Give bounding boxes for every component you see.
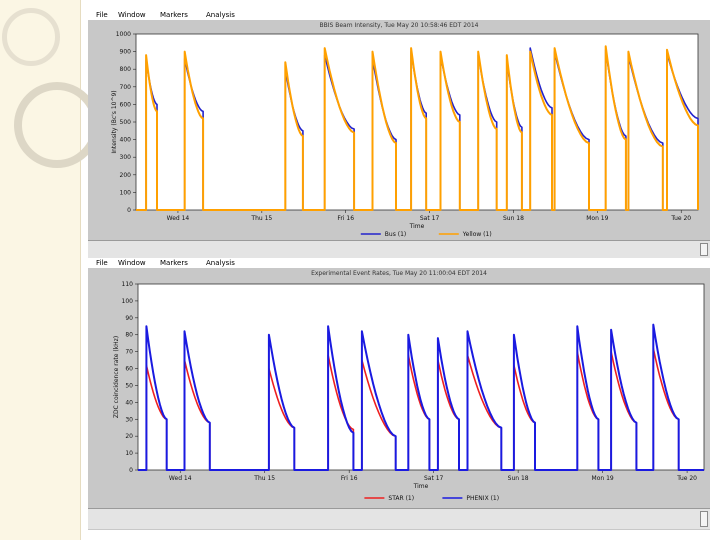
- x-tick-label: Sat 17: [424, 475, 444, 482]
- y-tick-label: 0: [127, 207, 131, 214]
- y-tick-label: 10: [125, 450, 133, 457]
- menu-bar: File Window Markers Analysis: [88, 258, 710, 268]
- y-tick-label: 60: [125, 366, 133, 373]
- y-tick-label: 110: [122, 281, 134, 288]
- menu-window[interactable]: Window: [118, 259, 146, 267]
- x-axis-label: Time: [413, 483, 429, 490]
- menu-bar: File Window Markers Analysis: [88, 10, 710, 20]
- x-tick-label: Mon 19: [592, 475, 614, 482]
- y-tick-label: 800: [120, 66, 132, 73]
- x-tick-label: Wed 14: [167, 215, 190, 222]
- x-tick-label: Tue 20: [676, 475, 697, 482]
- y-tick-label: 90: [125, 315, 133, 322]
- legend-entry: PHENIX (1): [466, 495, 499, 502]
- y-tick-label: 900: [120, 49, 132, 56]
- plot-area: [137, 283, 705, 471]
- y-tick-label: 600: [120, 101, 132, 108]
- y-tick-label: 0: [129, 467, 133, 474]
- slide-decoration-strip: [0, 0, 81, 540]
- event-rates-chart: 0 10 20 30 40 50 60 70 80 90 100 110 Wed 14 Thu 15 Fri…: [113, 281, 705, 502]
- chart-title: Experimental Event Rates, Tue May 20 11:…: [311, 270, 487, 277]
- y-tick-label: 40: [125, 399, 133, 406]
- y-axis-label: ZDC coincidence rate (kHz): [113, 336, 120, 418]
- x-tick-label: Fri 16: [337, 215, 354, 222]
- legend-entry: Bus (1): [385, 231, 406, 238]
- horizontal-scrollbar[interactable]: [88, 240, 710, 258]
- menu-markers[interactable]: Markers: [160, 259, 188, 267]
- y-tick-label: 100: [120, 189, 132, 196]
- menu-analysis[interactable]: Analysis: [206, 259, 235, 267]
- x-tick-label: Sat 17: [420, 215, 440, 222]
- legend-entry: Yellow (1): [462, 231, 492, 238]
- x-tick-label: Fri 16: [341, 475, 358, 482]
- y-tick-label: 700: [120, 84, 132, 91]
- beam-intensity-window: File Window Markers Analysis BBIS Beam I…: [88, 10, 710, 258]
- event-rates-window: File Window Markers Analysis Experimenta…: [88, 258, 710, 530]
- x-tick-label: Mon 19: [586, 215, 608, 222]
- x-tick-label: Tue 20: [670, 215, 691, 222]
- y-tick-label: 30: [125, 416, 133, 423]
- series-line-1: [136, 45, 699, 211]
- x-tick-label: Sun 18: [508, 475, 529, 482]
- menu-file[interactable]: File: [96, 259, 108, 267]
- x-tick-label: Thu 15: [253, 475, 275, 482]
- legend-entry: STAR (1): [388, 495, 414, 502]
- scroll-thumb[interactable]: [700, 243, 708, 256]
- x-tick-label: Wed 14: [169, 475, 192, 482]
- y-tick-label: 500: [120, 119, 132, 126]
- y-tick-label: 400: [120, 137, 132, 144]
- y-tick-label: 1000: [116, 31, 131, 38]
- chart-title: BBIS Beam Intensity, Tue May 20 10:58:46…: [319, 22, 479, 29]
- slide-decoration-ring-small: [2, 8, 60, 66]
- x-tick-label: Sun 18: [503, 215, 524, 222]
- y-tick-label: 70: [125, 349, 133, 356]
- y-tick-label: 300: [120, 154, 132, 161]
- menu-file[interactable]: File: [96, 11, 108, 19]
- scroll-thumb[interactable]: [700, 511, 708, 527]
- menu-analysis[interactable]: Analysis: [206, 11, 235, 19]
- y-axis-label: Intensity (Bc's 10^9): [111, 90, 118, 153]
- y-tick-label: 100: [122, 298, 134, 305]
- x-axis-label: Time: [409, 223, 425, 230]
- beam-intensity-chart: 0 100 200 300 400 500 600 700 800 900 1000 Wed 14 Th…: [111, 31, 699, 238]
- y-tick-label: 20: [125, 433, 133, 440]
- y-tick-label: 200: [120, 172, 132, 179]
- series-line-1: [138, 323, 704, 471]
- y-tick-label: 80: [125, 332, 133, 339]
- plot-area: [135, 33, 699, 211]
- menu-window[interactable]: Window: [118, 11, 146, 19]
- horizontal-scrollbar[interactable]: [88, 508, 710, 529]
- y-tick-label: 50: [125, 382, 133, 389]
- menu-markers[interactable]: Markers: [160, 11, 188, 19]
- x-tick-label: Thu 15: [250, 215, 272, 222]
